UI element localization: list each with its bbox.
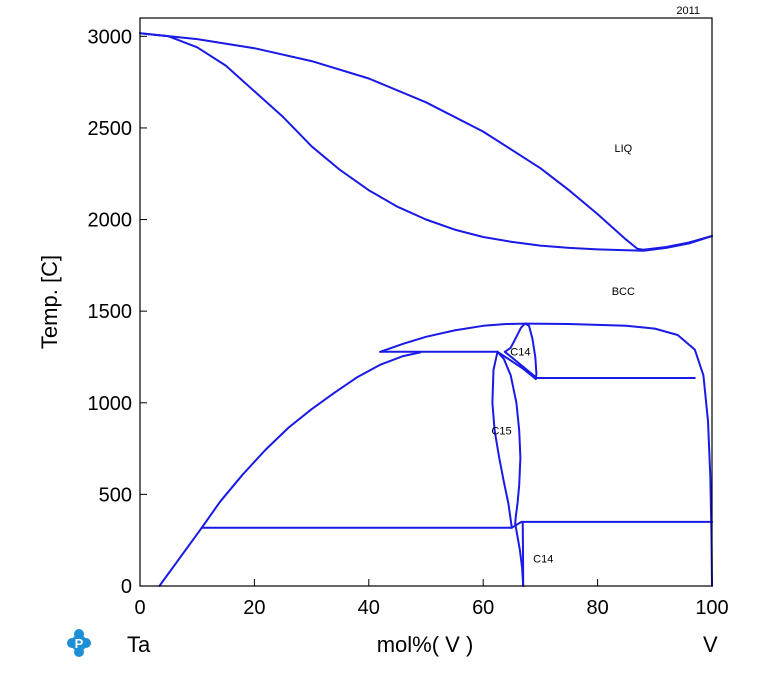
phase-label-liq: LIQ — [614, 143, 632, 155]
phase-boundary-16 — [521, 520, 525, 587]
x-tick-label: 0 — [134, 597, 145, 619]
svg-text:P: P — [75, 636, 84, 651]
logo-icon: P — [67, 629, 91, 657]
y-tick-label: 0 — [121, 576, 132, 598]
y-tick-label: 2500 — [88, 118, 133, 140]
y-tick-label: 1500 — [88, 301, 133, 323]
phase-boundary-11 — [503, 322, 538, 380]
phase-boundary-7 — [496, 350, 537, 380]
phase-boundary-1 — [139, 32, 713, 252]
right-element-label: V — [703, 632, 718, 657]
phase-boundary-10 — [491, 350, 513, 529]
y-tick-label: 1000 — [88, 393, 133, 415]
x-axis-title: mol%( V ) — [377, 632, 474, 657]
phase-boundary-5 — [158, 526, 203, 587]
x-tick-label: 80 — [586, 597, 608, 619]
y-tick-label: 500 — [99, 484, 132, 506]
y-axis-ticks: 0 500 1000 1500 2000 2500 3000 — [88, 26, 147, 598]
y-tick-label: 2000 — [88, 210, 133, 232]
year-label: 2011 — [676, 5, 700, 17]
phase-boundary-4 — [200, 351, 422, 529]
x-axis-ticks: 0 20 40 60 80 100 — [134, 579, 729, 619]
x-tick-label: 40 — [358, 597, 380, 619]
phase-label-c14: C14 — [510, 346, 530, 358]
phase-boundary-14 — [510, 520, 713, 529]
x-tick-label: 20 — [243, 597, 265, 619]
x-tick-label: 100 — [695, 597, 728, 619]
phase-label-c14: C14 — [533, 554, 553, 566]
phase-boundary-3 — [525, 322, 713, 587]
phase-boundary-2 — [379, 322, 528, 353]
left-element-label: Ta — [127, 632, 151, 657]
y-axis-title: Temp. [C] — [37, 255, 62, 349]
phase-label-bcc: BCC — [612, 286, 635, 298]
phase-boundary-12 — [496, 350, 522, 525]
phase-label-c15: C15 — [491, 425, 511, 437]
phase-boundaries — [139, 32, 713, 587]
phase-boundary-8 — [503, 350, 537, 379]
y-tick-label: 3000 — [88, 26, 133, 48]
x-tick-label: 60 — [472, 597, 494, 619]
plot-frame — [139, 17, 713, 587]
phase-labels: LIQ BCC C14 C15 C14 — [491, 143, 635, 565]
